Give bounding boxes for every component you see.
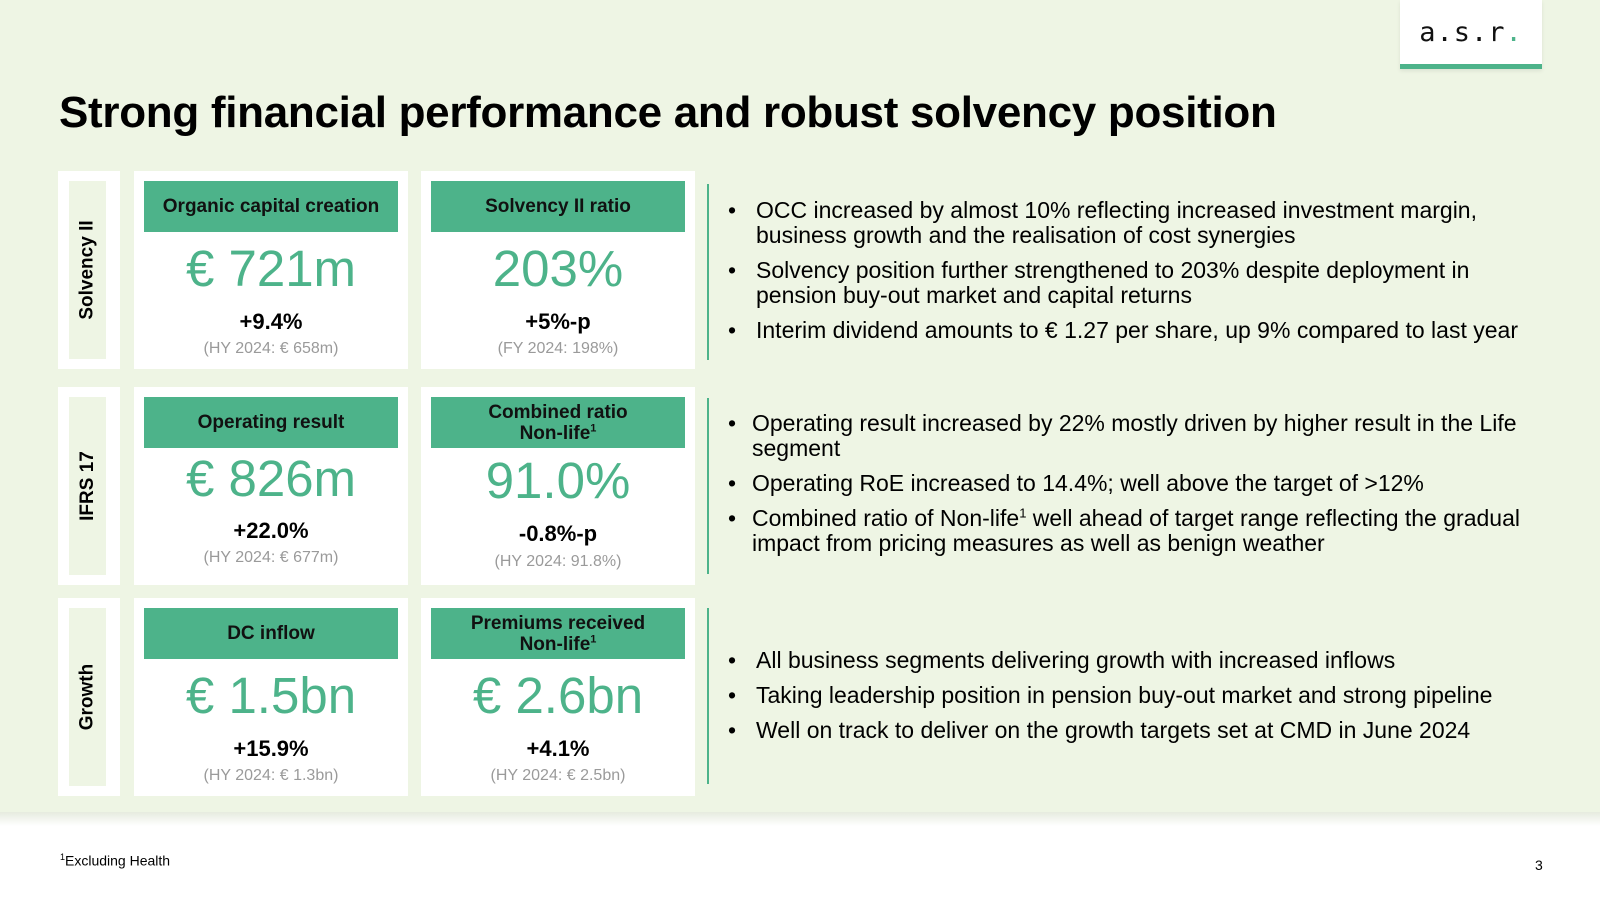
kpi-header: Premiums received Non-life1 [431, 608, 685, 659]
kpi-comparison: (HY 2024: € 658m) [203, 340, 339, 357]
kpi-comparison: (HY 2024: € 677m) [203, 549, 339, 566]
kpi-card-operating-result: Operating result € 826m +22.0% (HY 2024:… [134, 387, 408, 585]
list-item: Combined ratio of Non-life1 well ahead o… [728, 506, 1548, 556]
asr-logo: a.s.r. [1400, 0, 1542, 69]
list-item: All business segments delivering growth … [728, 648, 1548, 674]
section-divider-line [707, 608, 709, 784]
kpi-header: Solvency II ratio [431, 181, 685, 232]
kpi-comparison: (HY 2024: € 2.5bn) [490, 767, 626, 784]
section-label-box: IFRS 17 [69, 397, 106, 575]
bullet-list-ifrs17: Operating result increased by 22% mostly… [728, 411, 1548, 566]
kpi-value: 91.0% [485, 452, 631, 509]
kpi-header: Organic capital creation [144, 181, 398, 232]
kpi-header: DC inflow [144, 608, 398, 659]
kpi-change: +22.0% [233, 518, 309, 543]
list-item: OCC increased by almost 10% reflecting i… [728, 198, 1548, 248]
section-card-solvency: Solvency II [58, 171, 120, 369]
list-item: Solvency position further strengthened t… [728, 258, 1548, 308]
section-label: Growth [76, 663, 98, 731]
kpi-comparison: (HY 2024: 91.8%) [494, 553, 622, 570]
section-label: IFRS 17 [76, 451, 98, 521]
kpi-change: +4.1% [526, 736, 590, 761]
kpi-value: 203% [492, 240, 624, 297]
list-item: Well on track to deliver on the growth t… [728, 718, 1548, 744]
bullet-list-solvency: OCC increased by almost 10% reflecting i… [728, 198, 1548, 353]
kpi-card-organic-capital-creation: Organic capital creation € 721m +9.4% (H… [134, 171, 408, 369]
list-item: Interim dividend amounts to € 1.27 per s… [728, 318, 1548, 344]
kpi-change: +5%-p [525, 309, 591, 334]
kpi-header: Operating result [144, 397, 398, 448]
footer-divider [0, 812, 1600, 826]
page-title: Strong financial performance and robust … [59, 88, 1277, 137]
kpi-card-dc-inflow: DC inflow € 1.5bn +15.9% (HY 2024: € 1.3… [134, 598, 408, 796]
kpi-card-combined-ratio: Combined ratio Non-life1 91.0% -0.8%-p (H… [421, 387, 695, 585]
kpi-value: € 2.6bn [472, 667, 644, 724]
kpi-card-premiums-received: Premiums received Non-life1 € 2.6bn +4.1%… [421, 598, 695, 796]
section-divider-line [707, 398, 709, 574]
page-number: 3 [1535, 857, 1543, 873]
list-item: Taking leadership position in pension bu… [728, 683, 1548, 709]
logo-wordmark: a.s.r. [1419, 16, 1523, 48]
section-label-box: Solvency II [69, 181, 106, 359]
kpi-value: € 1.5bn [185, 667, 357, 724]
kpi-change: +15.9% [233, 736, 309, 761]
list-item: Operating RoE increased to 14.4%; well a… [728, 471, 1548, 497]
kpi-comparison: (HY 2024: € 1.3bn) [203, 767, 339, 784]
list-item: Operating result increased by 22% mostly… [728, 411, 1548, 461]
kpi-value: € 826m [185, 450, 357, 507]
kpi-change: -0.8%-p [518, 521, 598, 546]
kpi-card-solvency-ratio: Solvency II ratio 203% +5%-p (FY 2024: 1… [421, 171, 695, 369]
kpi-value: € 721m [185, 240, 357, 297]
section-label: Solvency II [76, 220, 98, 320]
section-divider-line [707, 184, 709, 360]
kpi-change: +9.4% [239, 309, 303, 334]
section-card-ifrs17: IFRS 17 [58, 387, 120, 585]
section-label-box: Growth [69, 608, 106, 786]
bullet-list-growth: All business segments delivering growth … [728, 648, 1548, 753]
kpi-header: Combined ratio Non-life1 [431, 397, 685, 448]
footnote: 1Excluding Health [60, 852, 171, 869]
section-card-growth: Growth [58, 598, 120, 796]
kpi-comparison: (FY 2024: 198%) [497, 340, 619, 357]
